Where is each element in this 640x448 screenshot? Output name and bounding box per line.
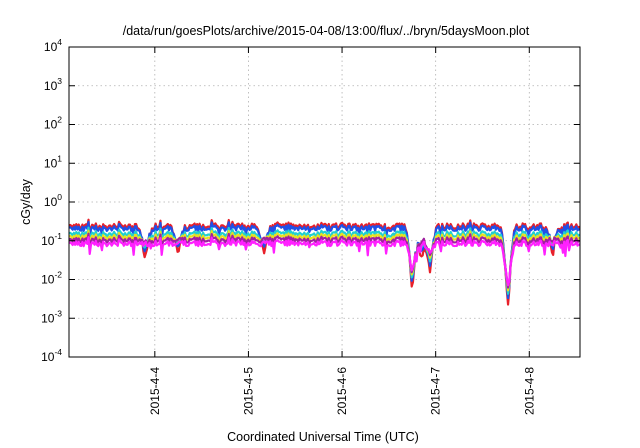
- y-tick-label: 10-4: [41, 347, 62, 364]
- y-tick-label: 101: [44, 153, 62, 170]
- series-group: [68, 218, 581, 306]
- chart-title: /data/run/goesPlots/archive/2015-04-08/1…: [123, 24, 530, 38]
- grid: [69, 47, 580, 357]
- y-axis-label: cGy/day: [19, 178, 33, 225]
- series-line-2: [68, 220, 581, 300]
- y-tick-label: 10-2: [41, 270, 62, 287]
- x-tick-label: 2015-4-5: [241, 367, 255, 415]
- y-tick-label: 104: [44, 37, 62, 54]
- y-tick-label: 10-1: [41, 231, 62, 248]
- y-axis: 10-4 10-3 10-2 10-1 100 101 102 103 104: [41, 37, 580, 364]
- y-tick-label: 103: [44, 76, 62, 93]
- series-line-6: [68, 236, 581, 287]
- x-axis-label: Coordinated Universal Time (UTC): [227, 430, 419, 444]
- x-tick-label: 2015-4-4: [148, 367, 162, 415]
- x-axis: 2015-4-4 2015-4-5 2015-4-6 2015-4-7 2015-4-8: [148, 47, 536, 415]
- y-tick-label: 10-3: [41, 308, 62, 325]
- x-tick-label: 2015-4-8: [522, 367, 536, 415]
- x-tick-label: 2015-4-6: [335, 367, 349, 415]
- x-tick-label: 2015-4-7: [429, 367, 443, 415]
- y-tick-label: 100: [44, 192, 62, 209]
- y-tick-label: 102: [44, 115, 62, 132]
